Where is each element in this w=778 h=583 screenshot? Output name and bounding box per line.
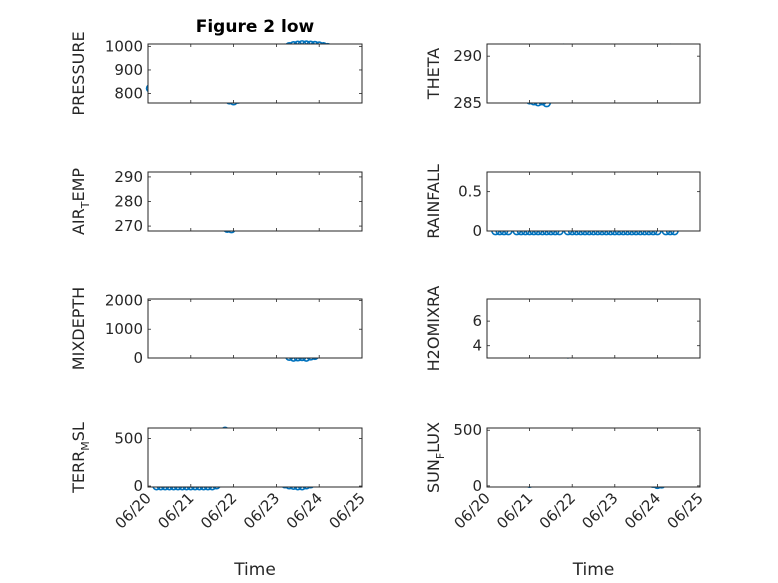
y-tick-label: 270 — [114, 217, 143, 235]
y-tick-label: 500 — [453, 421, 482, 439]
subplot-rainfall: 0 0.5 RAINFALL — [424, 164, 701, 240]
y-tick-label: 1000 — [105, 37, 143, 55]
x-axis-label: Time — [233, 560, 276, 580]
x-tick-label: 06/22 — [536, 489, 579, 532]
y-tick-label: 1000 — [105, 320, 143, 338]
subplot-air-temp: 270 280 290 AIRTEMP — [69, 168, 363, 235]
y-tick-label: 285 — [453, 94, 482, 112]
y-tick-label: 0 — [133, 477, 143, 495]
subplot-terr-msl: 0 500 06/20 06/21 06/22 06/23 06/24 06/25 TERRMS… — [69, 422, 369, 580]
y-tick-label: 0.5 — [458, 183, 482, 201]
x-tick-label: 06/23 — [578, 489, 621, 532]
axes-frame — [147, 43, 363, 104]
y-tick-label: 0 — [472, 222, 482, 240]
y-axis-label: RAINFALL — [424, 164, 443, 239]
y-tick-label: 2000 — [105, 291, 143, 309]
y-axis-label: SUNFLUX — [424, 422, 447, 493]
y-tick-label: 800 — [114, 85, 143, 103]
y-tick-label: 6 — [472, 312, 482, 330]
y-axis-label: AIRTEMP — [69, 168, 92, 235]
x-tick-label: 06/21 — [493, 489, 536, 532]
x-tick-label: 06/22 — [197, 489, 240, 532]
x-tick-label: 06/25 — [664, 489, 707, 532]
y-tick-label: 0 — [133, 349, 143, 367]
y-axis-label: THETA — [424, 48, 443, 100]
axes-frame — [147, 298, 363, 359]
axes-frame — [147, 171, 363, 232]
axes-frame — [486, 427, 701, 488]
x-tick-label: 06/21 — [154, 489, 197, 532]
y-axis-label: PRESSURE — [69, 31, 88, 115]
x-axis-label: Time — [572, 560, 615, 580]
axes-frame — [486, 43, 701, 104]
x-tick-label: 06/20 — [112, 489, 155, 532]
y-tick-label: 0 — [472, 477, 482, 495]
x-tick-label: 06/23 — [240, 489, 283, 532]
y-axis-label: H2OMIXRA — [424, 286, 443, 372]
subplot-mixdepth: 0 1000 2000 MIXDEPTH — [69, 287, 363, 370]
figure-title: Figure 2 low — [196, 17, 315, 37]
axes-frame — [486, 171, 701, 232]
y-tick-label: 290 — [114, 168, 143, 186]
y-tick-label: 4 — [472, 337, 482, 355]
subplot-h2omixra: 4 6 H2OMIXRA — [424, 286, 701, 372]
axes-frame — [486, 298, 701, 359]
axes-frame — [147, 427, 363, 488]
y-axis-label: TERRMSL — [69, 422, 92, 494]
x-tick-label: 06/25 — [326, 489, 369, 532]
x-tick-label: 06/24 — [621, 489, 664, 532]
x-tick-label: 06/24 — [283, 489, 326, 532]
y-tick-label: 900 — [114, 61, 143, 79]
subplot-sun-flux: 0 500 06/20 06/21 06/22 06/23 06/24 06/25 SUNFLU… — [424, 421, 707, 580]
y-axis-label: MIXDEPTH — [69, 287, 88, 370]
x-tick-label: 06/20 — [451, 489, 494, 532]
y-tick-label: 290 — [453, 47, 482, 65]
y-tick-label: 280 — [114, 193, 143, 211]
subplot-pressure: 800 900 1000 PRESSURE — [69, 31, 363, 116]
y-tick-label: 500 — [114, 429, 143, 447]
subplot-theta: 285 290 THETA — [424, 43, 701, 112]
